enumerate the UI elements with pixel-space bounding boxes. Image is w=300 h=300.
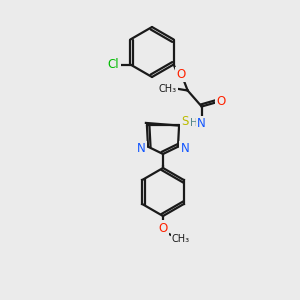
Text: O: O <box>158 221 168 235</box>
Text: O: O <box>216 95 225 108</box>
Text: Cl: Cl <box>107 58 119 71</box>
Text: N: N <box>181 142 189 155</box>
Text: N: N <box>197 117 206 130</box>
Text: S: S <box>182 116 189 128</box>
Text: H: H <box>190 118 197 128</box>
Text: O: O <box>176 68 185 81</box>
Text: N: N <box>137 142 146 155</box>
Text: CH₃: CH₃ <box>159 83 177 94</box>
Text: CH₃: CH₃ <box>172 234 190 244</box>
